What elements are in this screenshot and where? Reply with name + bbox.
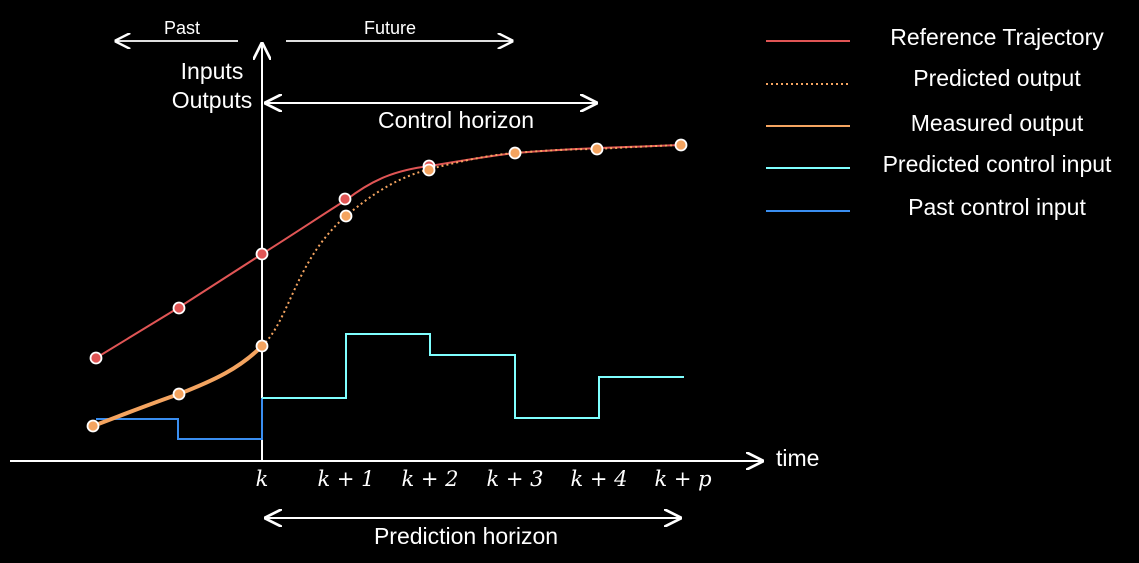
reference-trajectory-line — [95, 144, 682, 359]
tick-k: k — [256, 467, 269, 491]
x-axis-label: time — [776, 445, 819, 471]
predicted-control-input-line — [262, 333, 684, 419]
predicted-output-point — [674, 138, 688, 152]
measured-output-point — [86, 419, 100, 433]
measured-output-point — [255, 339, 269, 353]
tick-k-plus-1: k + 1 — [317, 467, 374, 491]
predicted-output-point — [339, 209, 353, 223]
tick-k-plus-3: k + 3 — [486, 467, 543, 491]
reference-point — [89, 351, 103, 365]
measured-output-line — [92, 344, 264, 428]
legend-label-past-control-input: Past control input — [908, 194, 1086, 220]
prediction-horizon-label: Prediction horizon — [374, 523, 558, 549]
legend-label-measured-output: Measured output — [911, 110, 1084, 136]
predicted-output-line — [261, 144, 682, 347]
predicted-output-point — [508, 146, 522, 160]
control-horizon-label: Control horizon — [378, 107, 534, 133]
reference-point — [255, 247, 269, 261]
tick-k-plus-4: k + 4 — [570, 467, 627, 491]
legend-label-predicted-output: Predicted output — [913, 65, 1081, 91]
reference-point — [172, 301, 186, 315]
predicted-output-point — [422, 163, 436, 177]
tick-k-plus-2: k + 2 — [401, 467, 458, 491]
measured-output-point — [172, 387, 186, 401]
y-axis-label-outputs: Outputs — [172, 87, 253, 113]
tick-k-plus-p: k + p — [654, 467, 711, 491]
predicted-output-point — [590, 142, 604, 156]
past-label: Past — [164, 18, 200, 38]
y-axis-label-inputs: Inputs — [181, 58, 244, 84]
legend-label-predicted-control-input: Predicted control input — [883, 151, 1112, 177]
past-control-input-line — [96, 398, 263, 440]
future-label: Future — [364, 18, 416, 38]
reference-point — [338, 192, 352, 206]
output-points — [86, 138, 688, 433]
legend-label-reference: Reference Trajectory — [890, 24, 1104, 50]
legend: Reference Trajectory Predicted output Me… — [766, 24, 1112, 220]
